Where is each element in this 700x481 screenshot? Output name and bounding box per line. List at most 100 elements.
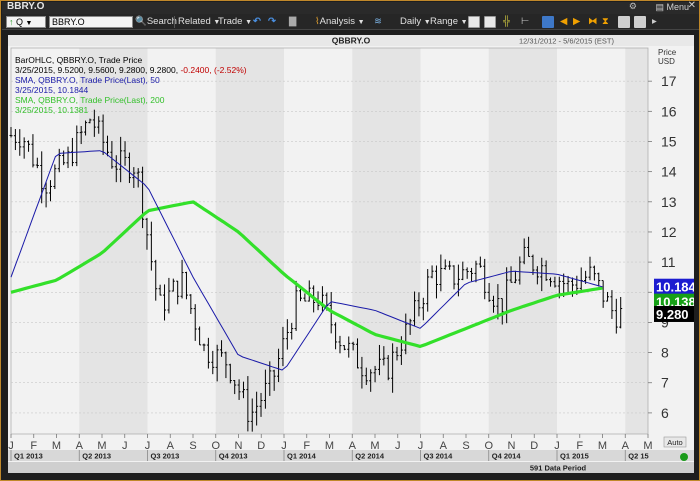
ohlc-bar bbox=[224, 351, 228, 379]
ohlc-bar bbox=[158, 284, 162, 296]
x-tick-label: M bbox=[643, 440, 652, 452]
ohlc-bar bbox=[13, 129, 17, 151]
quote-selector[interactable]: ↑ Q ▼ bbox=[6, 16, 46, 28]
bar-chart-icon[interactable] bbox=[484, 16, 496, 28]
range-button[interactable]: Range ▼ bbox=[430, 15, 468, 29]
ohlc-bar bbox=[540, 257, 544, 292]
y-tick-label: 9 bbox=[661, 314, 669, 330]
ohlc-bar bbox=[491, 295, 495, 313]
ohlc-bar bbox=[421, 297, 425, 321]
ohlc-bar bbox=[606, 291, 610, 302]
quarter-label: Q1 2014 bbox=[287, 452, 317, 461]
ohlc-bar bbox=[281, 326, 285, 367]
chart-symbol: QBBRY.O bbox=[332, 36, 371, 46]
menu-button[interactable]: ▤ Menu bbox=[655, 2, 689, 13]
chart-area[interactable]: QBBRY.O 12/31/2012 - 5/6/2015 (EST) Price U… bbox=[8, 35, 694, 473]
export-icon[interactable] bbox=[634, 16, 646, 28]
folder-icon[interactable]: ▇ bbox=[289, 16, 297, 27]
ohlc-bar bbox=[588, 256, 592, 281]
analysis-label: Analysis bbox=[319, 16, 356, 27]
x-tick-label: O bbox=[484, 440, 493, 452]
ohlc-bar bbox=[193, 304, 197, 341]
ohlc-bar bbox=[413, 291, 417, 326]
ohlc-bar bbox=[268, 361, 272, 396]
quarter-label: Q2 2013 bbox=[82, 452, 111, 461]
redo-icon[interactable]: ↷ bbox=[268, 16, 276, 27]
ohlc-bar bbox=[553, 276, 557, 288]
ohlc-bar bbox=[566, 275, 570, 295]
undo-icon[interactable]: ↶ bbox=[253, 16, 261, 27]
ohlc-bar bbox=[382, 346, 386, 366]
quarter-label: Q1 2015 bbox=[560, 452, 589, 461]
ohlc-bar bbox=[9, 126, 13, 138]
pan-left-icon[interactable]: ◀ bbox=[560, 16, 568, 27]
ohlc-bar bbox=[334, 322, 338, 350]
gear-icon[interactable]: ⚙ bbox=[628, 1, 637, 11]
x-tick-label: J bbox=[281, 440, 287, 452]
close-icon[interactable]: ✕ bbox=[687, 0, 696, 11]
quarter-label: Q4 2013 bbox=[219, 452, 248, 461]
ohlc-bar bbox=[478, 256, 482, 268]
zoom-in-icon[interactable]: ⧓ bbox=[588, 16, 598, 27]
ohlc-bar bbox=[84, 120, 88, 136]
x-tick-label: J bbox=[554, 440, 560, 452]
ohlc-bar bbox=[206, 337, 210, 369]
line-chart-icon[interactable] bbox=[468, 16, 480, 28]
y-tick-label: 16 bbox=[661, 103, 677, 119]
ohlc-bar bbox=[544, 260, 548, 281]
price-axis-label: Price bbox=[658, 48, 677, 57]
ohlc-bar bbox=[136, 168, 140, 188]
ohlc-bar bbox=[241, 381, 245, 399]
x-tick-label: N bbox=[508, 440, 516, 452]
ohlc-bar bbox=[180, 259, 184, 299]
zoom-box-icon[interactable] bbox=[542, 16, 554, 28]
ohlc-bar bbox=[27, 140, 31, 152]
sma50-value-label: 10.184 bbox=[656, 280, 694, 295]
related-button[interactable]: Related ▼ bbox=[178, 15, 220, 29]
zoom-out-icon[interactable]: ⧗ bbox=[602, 16, 609, 27]
print-icon[interactable] bbox=[618, 16, 630, 28]
ohlc-bar bbox=[483, 258, 487, 300]
x-tick-label: F bbox=[576, 440, 583, 452]
analysis-button[interactable]: ⌇Analysis ▼ bbox=[315, 15, 365, 29]
sma200-value-tag bbox=[654, 293, 694, 310]
ric-input[interactable]: BBRY.O bbox=[49, 16, 133, 28]
sma200-value-label: 10.138 bbox=[656, 295, 694, 310]
x-tick-label: J bbox=[145, 440, 151, 452]
ohlc-bar bbox=[592, 265, 596, 281]
legend-change: -0.2400, (-2.52%) bbox=[180, 65, 247, 75]
pan-right-icon[interactable]: ▶ bbox=[573, 16, 581, 27]
ohlc-bar bbox=[22, 137, 26, 159]
ohlc-bar bbox=[184, 271, 188, 300]
interval-label: Daily bbox=[400, 16, 422, 27]
ohlc-bar bbox=[285, 319, 289, 350]
y-tick-label: 15 bbox=[661, 133, 677, 149]
ohlc-bar bbox=[171, 278, 175, 292]
y-tick-label: 14 bbox=[661, 164, 677, 180]
chevron-down-icon: ▼ bbox=[423, 19, 431, 26]
title-bar: BBRY.O ⚙ ▤ Menu ✕ bbox=[2, 0, 699, 14]
ohlc-bar bbox=[290, 323, 294, 340]
quarter-strip bbox=[8, 450, 694, 461]
more-icon[interactable]: ▸ bbox=[652, 16, 657, 27]
ruler-icon[interactable]: ⊢ bbox=[521, 16, 530, 27]
ohlc-bar bbox=[294, 280, 298, 331]
ohlc-bar bbox=[351, 341, 355, 351]
toolbar: ↑ Q ▼ BBRY.O 🔍Search Related ▼ Trade ▼ ↶… bbox=[2, 14, 699, 30]
search-button[interactable]: 🔍Search bbox=[135, 15, 177, 29]
wave-icon[interactable]: ≋ bbox=[374, 16, 382, 27]
ohlc-bar bbox=[430, 265, 434, 279]
crosshair-icon[interactable]: ╬ bbox=[503, 16, 510, 27]
ohlc-bar bbox=[44, 181, 48, 208]
ohlc-bar bbox=[439, 254, 443, 292]
ohlc-bar bbox=[509, 266, 513, 283]
interval-button[interactable]: Daily ▼ bbox=[400, 15, 431, 29]
range-label: Range bbox=[430, 16, 458, 27]
ohlc-bar bbox=[198, 326, 202, 346]
legend-sma50-title: SMA, QBBRY.O, Trade Price(Last), 50 bbox=[15, 75, 160, 85]
ohlc-bar bbox=[132, 167, 136, 188]
ohlc-bar bbox=[79, 126, 83, 145]
ohlc-bar bbox=[434, 265, 438, 299]
trade-button[interactable]: Trade ▼ bbox=[218, 15, 252, 29]
ohlc-bar bbox=[461, 261, 465, 281]
